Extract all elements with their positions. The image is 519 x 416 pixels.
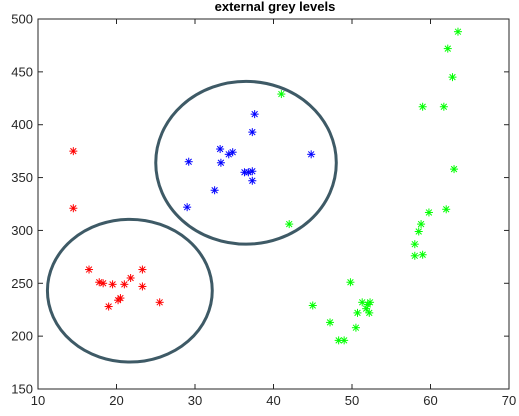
data-point <box>216 145 225 154</box>
data-point <box>248 176 257 185</box>
x-tick-label: 30 <box>188 393 202 408</box>
data-point <box>453 27 462 36</box>
data-point <box>442 205 451 214</box>
data-point <box>250 110 259 119</box>
data-point <box>307 150 316 159</box>
data-points <box>69 27 462 345</box>
axis-ticks: 10 20 30 40 50 60 70 150 200 250 300 350 400 450 500 <box>11 12 516 409</box>
data-point <box>138 265 147 274</box>
data-point <box>410 240 419 249</box>
data-point <box>216 158 225 167</box>
data-point <box>183 203 192 212</box>
data-point <box>285 220 294 229</box>
x-tick-label: 20 <box>109 393 123 408</box>
y-tick-label: 300 <box>11 223 33 238</box>
data-point <box>417 220 426 229</box>
data-point <box>277 90 286 99</box>
y-tick-label: 500 <box>11 12 33 27</box>
x-tick-label: 10 <box>31 393 45 408</box>
cluster-ellipse <box>45 217 214 364</box>
data-point <box>248 128 257 137</box>
data-point <box>248 167 257 176</box>
data-point <box>448 73 457 82</box>
y-tick-label: 200 <box>11 329 33 344</box>
data-point <box>155 298 164 307</box>
y-tick-label: 150 <box>11 382 33 397</box>
data-point <box>346 278 355 287</box>
data-point <box>418 102 427 111</box>
y-tick-label: 400 <box>11 117 33 132</box>
data-point <box>366 298 375 307</box>
y-tick-label: 450 <box>11 64 33 79</box>
data-point <box>326 318 335 327</box>
data-point <box>340 336 349 345</box>
data-point <box>138 282 147 291</box>
plot-area-frame <box>37 18 510 390</box>
data-point <box>414 227 423 236</box>
data-point <box>99 279 108 288</box>
data-point <box>85 265 94 274</box>
data-point <box>69 204 78 213</box>
y-tick-label: 350 <box>11 170 33 185</box>
data-point <box>184 157 193 166</box>
cluster-ellipses <box>45 79 338 364</box>
data-point <box>353 308 362 317</box>
x-tick-label: 50 <box>345 393 359 408</box>
data-point <box>126 274 135 282</box>
data-point <box>104 302 113 311</box>
x-tick-label: 60 <box>423 393 437 408</box>
cluster-ellipse <box>154 79 338 246</box>
data-point <box>69 147 78 156</box>
data-point <box>120 280 129 289</box>
data-point <box>439 102 448 111</box>
data-point <box>351 323 360 332</box>
data-point <box>365 308 374 317</box>
y-tick-label: 250 <box>11 276 33 291</box>
data-point <box>443 44 452 53</box>
data-point <box>228 148 237 157</box>
data-point <box>450 165 459 174</box>
data-point <box>210 186 219 195</box>
data-point <box>334 336 343 345</box>
x-tick-label: 70 <box>502 393 516 408</box>
data-point <box>116 294 125 303</box>
chart-title: external grey levels <box>215 0 336 14</box>
data-point <box>424 208 433 217</box>
data-point <box>108 280 117 289</box>
data-point <box>418 250 427 259</box>
x-tick-label: 40 <box>266 393 280 408</box>
data-point <box>410 251 419 260</box>
data-point <box>308 301 317 310</box>
